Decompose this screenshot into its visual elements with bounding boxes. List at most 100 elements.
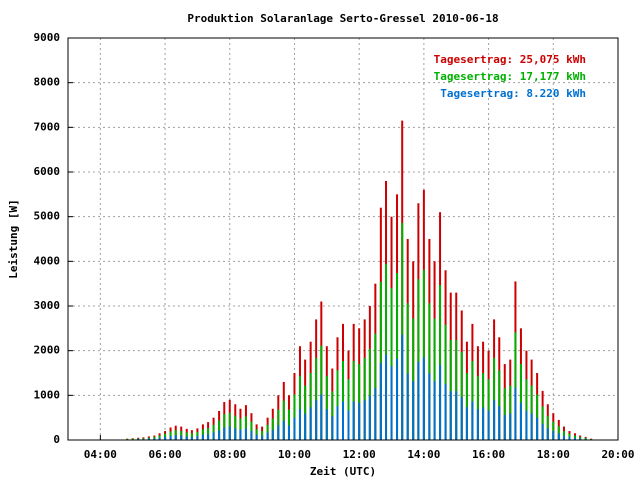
bar	[546, 428, 549, 440]
x-tick-label: 10:00	[278, 448, 311, 461]
bar	[277, 425, 280, 440]
bar	[482, 407, 485, 440]
bar	[455, 339, 458, 440]
bar	[396, 272, 399, 440]
bar	[244, 416, 247, 440]
y-tick-label: 8000	[34, 76, 61, 89]
bar	[455, 391, 458, 440]
bar	[234, 428, 237, 440]
bar	[255, 434, 258, 440]
bar	[271, 429, 274, 440]
bar	[541, 406, 544, 440]
bar	[439, 364, 442, 440]
bar	[401, 222, 404, 440]
bar	[525, 379, 528, 440]
bar	[428, 373, 431, 440]
bar	[239, 429, 242, 440]
bar	[261, 435, 264, 440]
bar	[277, 409, 280, 440]
bar	[347, 379, 350, 440]
bar	[153, 436, 156, 440]
bar	[412, 381, 415, 440]
bar	[449, 339, 452, 440]
bar	[223, 414, 226, 440]
y-tick-label: 1000	[34, 388, 61, 401]
bar	[342, 360, 344, 440]
bar	[298, 376, 301, 440]
bar	[390, 288, 393, 440]
bar	[218, 430, 221, 440]
bar	[471, 401, 474, 440]
bar	[514, 387, 517, 440]
bar	[573, 437, 576, 440]
bar	[562, 435, 565, 440]
bar	[552, 421, 555, 440]
bar	[417, 279, 420, 440]
bar	[514, 332, 517, 440]
bar	[444, 324, 447, 440]
bar	[503, 388, 506, 440]
bar	[401, 334, 404, 440]
bar	[315, 357, 318, 440]
bar	[196, 435, 199, 440]
bar	[579, 438, 582, 440]
x-tick-label: 04:00	[84, 448, 117, 461]
bar	[417, 361, 420, 440]
bar	[282, 420, 285, 440]
bar	[525, 410, 528, 440]
bar	[385, 264, 388, 440]
bar	[428, 303, 431, 440]
bar	[234, 415, 237, 440]
bar	[509, 385, 512, 440]
bar	[568, 436, 571, 440]
bar	[158, 437, 161, 440]
legend-entry: Tagesertrag: 25,075 kWh	[434, 53, 586, 66]
bar	[487, 410, 490, 440]
bar	[379, 363, 382, 440]
x-tick-label: 16:00	[472, 448, 505, 461]
bar	[228, 426, 231, 440]
bar	[347, 410, 350, 440]
bar	[250, 431, 253, 440]
bar	[493, 400, 496, 440]
bar	[244, 428, 247, 440]
bar	[498, 406, 501, 440]
bar	[185, 436, 188, 440]
bar	[185, 432, 188, 440]
bar	[363, 357, 366, 440]
bar	[287, 425, 290, 440]
bar	[509, 413, 512, 440]
x-axis-label: Zeit (UTC)	[310, 465, 376, 478]
bar	[207, 434, 210, 440]
x-tick-label: 12:00	[343, 448, 376, 461]
bar	[503, 414, 506, 440]
y-tick-label: 2000	[34, 344, 61, 357]
bar	[374, 333, 377, 440]
bar	[336, 370, 339, 440]
bar	[358, 402, 361, 440]
y-tick-label: 4000	[34, 254, 61, 267]
x-tick-label: 14:00	[407, 448, 440, 461]
bar	[530, 385, 533, 440]
bar	[153, 438, 156, 440]
bar	[325, 376, 328, 440]
y-axis-label: Leistung [W]	[7, 199, 20, 278]
bar	[320, 345, 323, 440]
x-tick-label: 20:00	[601, 448, 634, 461]
y-tick-label: 5000	[34, 210, 61, 223]
bar	[352, 360, 355, 440]
bar	[190, 433, 193, 440]
bar	[325, 409, 328, 440]
bar	[131, 438, 134, 440]
bar	[239, 418, 242, 440]
bar	[293, 417, 296, 440]
bar	[476, 376, 479, 440]
bar	[412, 318, 415, 440]
bar	[271, 418, 274, 440]
bar	[482, 373, 485, 440]
bar	[331, 416, 334, 440]
bar	[487, 379, 490, 440]
bar	[352, 401, 355, 440]
bar	[304, 385, 307, 440]
